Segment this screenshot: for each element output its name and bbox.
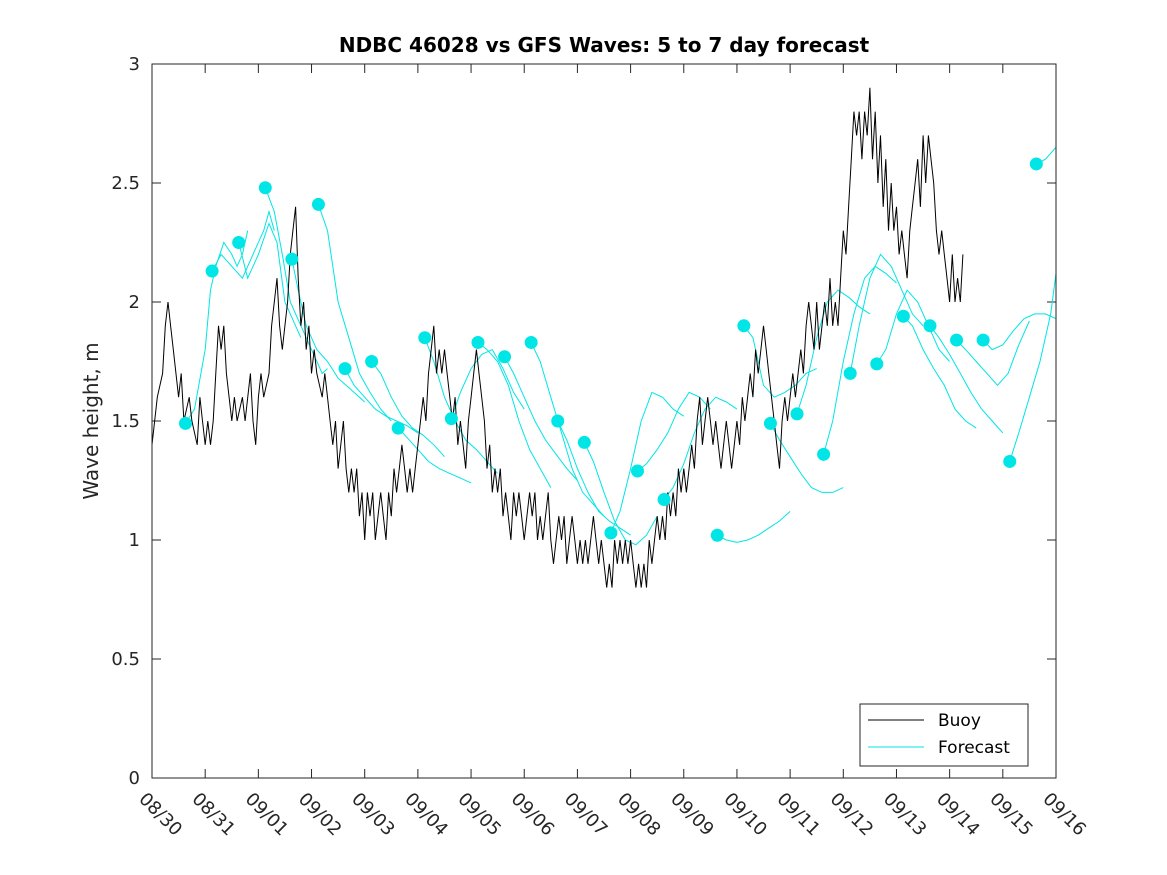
forecast-line <box>583 442 658 546</box>
forecast-start-marker <box>338 362 352 376</box>
forecast-line <box>317 204 392 422</box>
forecast-line <box>504 356 578 481</box>
forecast-start-marker <box>285 252 299 266</box>
forecast-line <box>849 253 924 374</box>
x-tick-label: 09/04 <box>400 789 452 841</box>
y-tick-label: 1 <box>129 530 140 551</box>
legend-forecast-label: Forecast <box>938 738 1010 758</box>
forecast-line <box>610 391 685 534</box>
forecast-start-marker <box>737 319 751 333</box>
forecast-line <box>211 209 275 280</box>
forecast-line <box>743 325 817 398</box>
x-tick-label: 09/16 <box>1038 789 1090 841</box>
legend-box <box>859 703 1029 767</box>
forecast-start-marker <box>577 435 591 449</box>
x-tick-label: 09/14 <box>932 789 984 841</box>
forecast-start-marker <box>1003 454 1017 468</box>
forecast-line <box>371 361 445 458</box>
forecast-start-marker <box>923 319 937 333</box>
y-tick-label: 0.5 <box>111 649 140 670</box>
x-tick-label: 09/07 <box>560 789 612 841</box>
y-tick-label: 3 <box>129 54 140 75</box>
x-tick-label: 09/11 <box>773 789 825 841</box>
y-axis-label: Wave height, m <box>79 342 103 499</box>
forecast-line <box>982 313 1057 351</box>
forecast-start-marker <box>870 357 884 371</box>
forecast-start-marker <box>391 421 405 435</box>
forecast-line <box>903 315 977 429</box>
x-tick-label: 09/06 <box>507 789 559 841</box>
forecast-start-marker <box>817 447 831 461</box>
forecast-start-marker <box>843 366 857 380</box>
buoy-line <box>151 87 964 588</box>
x-tick-label: 09/13 <box>879 789 931 841</box>
forecast-start-marker <box>471 335 485 349</box>
forecast-start-marker <box>763 416 777 430</box>
x-tick-label: 09/15 <box>985 789 1037 841</box>
x-tick-label: 09/09 <box>666 789 718 841</box>
plot-frame <box>151 63 1057 779</box>
legend: Buoy Forecast <box>859 703 1029 767</box>
forecast-line <box>450 348 525 419</box>
forecast-start-marker <box>950 333 964 347</box>
forecast-start-marker <box>232 236 246 249</box>
forecast-line <box>264 187 328 375</box>
forecast-line <box>397 427 472 484</box>
forecast-line <box>344 368 419 434</box>
y-axis: 0 0.5 1 1.5 2 2.5 3 <box>111 54 1056 789</box>
forecast-line <box>929 325 1004 434</box>
x-tick-label: 09/12 <box>826 789 878 841</box>
x-tick-label: 09/01 <box>241 789 293 841</box>
forecast-series-group <box>185 146 1057 546</box>
buoy-series-group <box>151 87 964 588</box>
forecast-start-marker <box>418 331 432 345</box>
forecast-line <box>238 222 302 338</box>
forecast-start-marker <box>657 493 671 507</box>
x-tick-label: 09/08 <box>613 789 665 841</box>
plot-area <box>152 64 1056 778</box>
forecast-line <box>477 342 552 488</box>
forecast-line <box>185 230 249 424</box>
forecast-line <box>530 342 605 517</box>
x-tick-label: 09/03 <box>347 789 399 841</box>
y-tick-label: 1.5 <box>111 411 140 432</box>
forecast-start-marker <box>498 350 512 364</box>
x-tick-label: 09/02 <box>294 789 346 841</box>
forecast-start-marker <box>205 264 219 278</box>
forecast-start-marker <box>551 414 565 428</box>
forecast-start-marker <box>896 309 910 323</box>
forecast-line <box>876 289 950 365</box>
y-tick-label: 2.5 <box>111 173 140 194</box>
x-tick-label: 09/05 <box>454 789 506 841</box>
forecast-start-marker <box>179 416 193 430</box>
forecast-start-marker <box>790 407 804 421</box>
forecast-start-marker <box>444 412 458 426</box>
forecast-start-marker <box>631 464 645 478</box>
y-tick-label: 0 <box>129 768 140 789</box>
forecast-start-marker <box>311 197 325 211</box>
forecast-start-marker <box>1029 157 1043 171</box>
x-tick-label: 08/31 <box>188 789 240 841</box>
forecast-line <box>796 289 871 415</box>
forecast-start-marker <box>524 335 538 349</box>
forecast-line <box>663 396 738 500</box>
x-tick-label: 09/10 <box>719 789 771 841</box>
forecast-line <box>956 320 1030 387</box>
forecast-start-marker <box>258 181 272 195</box>
forecast-line <box>1009 273 1057 462</box>
forecast-start-marker <box>604 526 618 540</box>
x-tick-label: 08/30 <box>134 789 186 841</box>
forecast-line <box>637 391 711 472</box>
forecast-markers-group <box>179 157 1043 542</box>
forecast-start-marker <box>710 528 724 542</box>
legend-buoy-label: Buoy <box>938 711 981 731</box>
forecast-start-marker <box>976 333 990 347</box>
forecast-line <box>424 337 498 474</box>
forecast-line <box>717 511 791 543</box>
chart-title: NDBC 46028 vs GFS Waves: 5 to 7 day fore… <box>339 33 870 57</box>
forecast-line <box>823 265 897 455</box>
y-tick-label: 2 <box>129 292 140 313</box>
forecast-start-marker <box>365 355 379 368</box>
